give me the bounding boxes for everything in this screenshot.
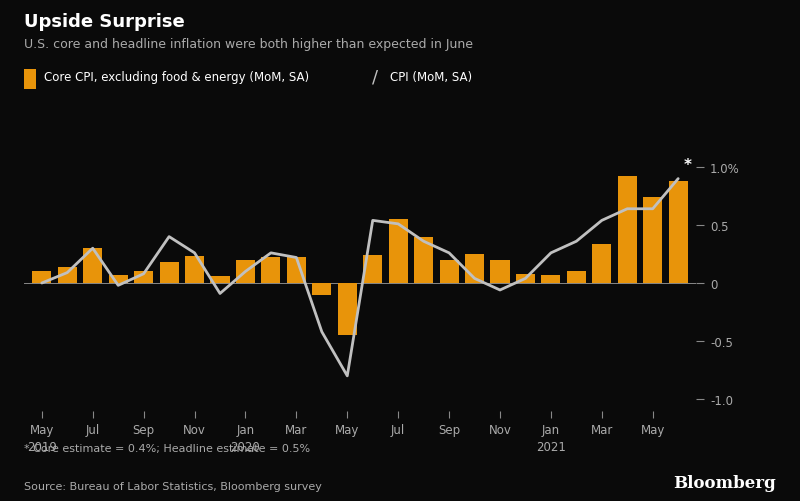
Text: Core CPI, excluding food & energy (MoM, SA): Core CPI, excluding food & energy (MoM, … — [44, 71, 309, 84]
Bar — [643, 198, 662, 284]
Bar — [159, 263, 178, 284]
Bar — [592, 244, 611, 284]
Bar — [262, 258, 281, 284]
Bar — [618, 177, 637, 284]
Bar — [83, 248, 102, 284]
Bar — [363, 256, 382, 284]
Bar — [338, 284, 357, 336]
Bar — [516, 274, 535, 284]
Bar — [236, 261, 255, 284]
Bar — [58, 267, 77, 284]
Text: * Core estimate = 0.4%; Headline estimate = 0.5%: * Core estimate = 0.4%; Headline estimat… — [24, 443, 310, 453]
Bar — [414, 237, 433, 284]
Bar — [567, 272, 586, 284]
Text: Upside Surprise: Upside Surprise — [24, 13, 185, 31]
Bar — [389, 220, 408, 284]
Bar — [669, 181, 688, 284]
Text: U.S. core and headline inflation were both higher than expected in June: U.S. core and headline inflation were bo… — [24, 38, 473, 51]
Text: CPI (MoM, SA): CPI (MoM, SA) — [390, 71, 472, 84]
Bar — [185, 257, 204, 284]
Bar — [490, 261, 510, 284]
Bar — [210, 277, 230, 284]
Bar — [134, 272, 153, 284]
Bar — [439, 261, 458, 284]
Text: Bloomberg: Bloomberg — [674, 474, 776, 491]
Text: *: * — [683, 157, 691, 172]
Bar — [542, 276, 561, 284]
Text: /: / — [372, 69, 378, 87]
Text: Source: Bureau of Labor Statistics, Bloomberg survey: Source: Bureau of Labor Statistics, Bloo… — [24, 481, 322, 491]
Bar — [465, 255, 484, 284]
Bar — [287, 258, 306, 284]
Bar — [109, 276, 128, 284]
Bar — [32, 272, 51, 284]
Bar — [312, 284, 331, 295]
